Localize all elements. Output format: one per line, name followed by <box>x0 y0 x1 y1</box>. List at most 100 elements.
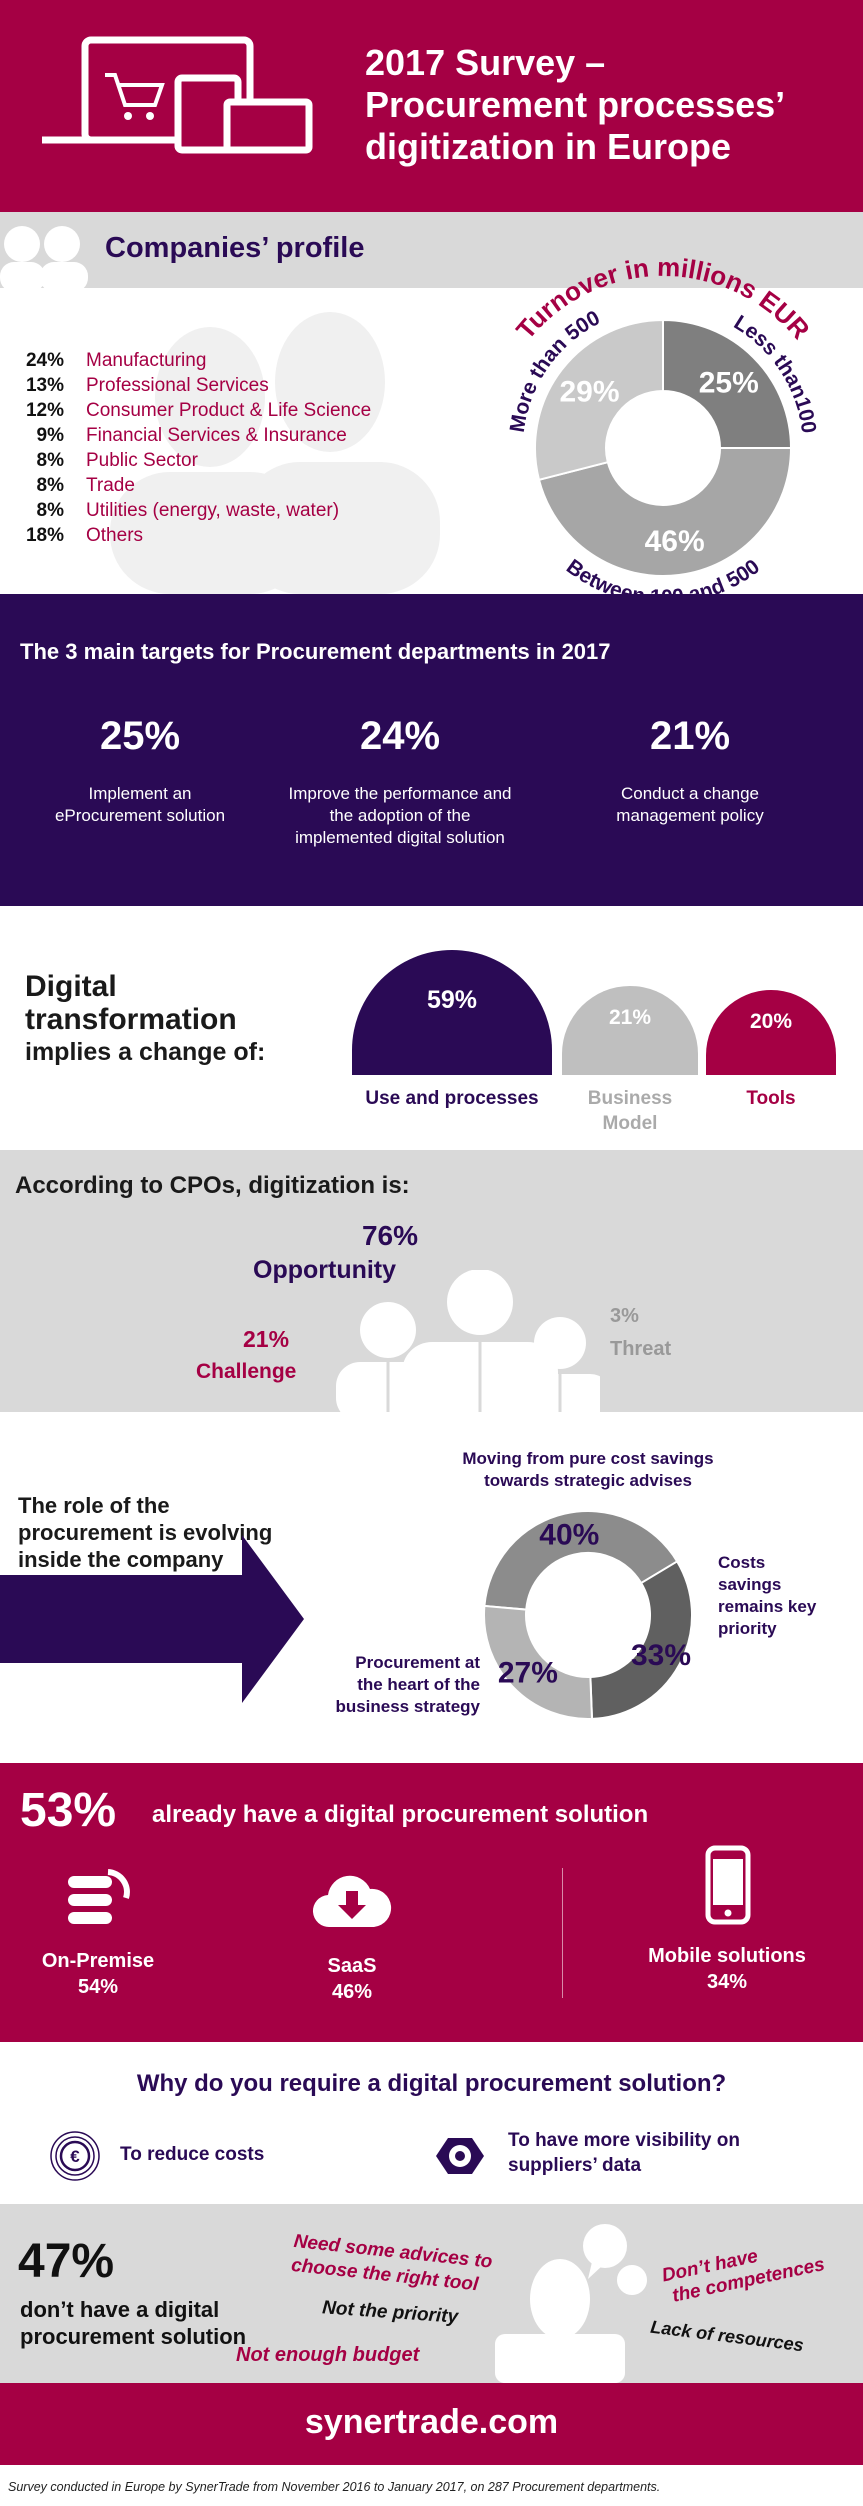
title-line: transformation <box>25 1003 237 1036</box>
title-line: inside the company <box>18 1547 224 1572</box>
why-section: Why do you require a digital procurement… <box>0 2042 863 2204</box>
text-line: don’t have a digital <box>20 2297 220 2322</box>
slice-label: 46% <box>645 525 705 558</box>
sector-list: 24% Manufacturing 13% Professional Services… <box>20 348 371 548</box>
challenge-pct: 21% <box>243 1326 290 1352</box>
donut-slice <box>589 1560 693 1720</box>
dome-label: Use and processes <box>365 1088 539 1109</box>
label-line: Procurement at <box>355 1653 480 1672</box>
dome-pct: 20% <box>749 1010 793 1033</box>
reason-advice: Need some advices to choose the right to… <box>290 2230 494 2299</box>
sector-label: Consumer Product & Life Science <box>86 400 372 421</box>
donut-slice <box>534 318 664 482</box>
sector-item: 8% Public Sector <box>20 448 371 473</box>
slice-label: 25% <box>699 367 759 400</box>
donut-slice <box>662 318 793 449</box>
not-have-text: don’t have a digital procurement solutio… <box>20 2296 246 2350</box>
svg-text:€: € <box>70 2147 80 2166</box>
label-line: the heart of the <box>357 1675 480 1694</box>
solution-type: Mobile solutions 34% <box>627 1943 827 1995</box>
slice-label: 33% <box>631 1639 691 1672</box>
target-item: 21% Conduct a change management policy <box>560 714 820 827</box>
sector-label: Utilities (energy, waste, water) <box>86 500 340 521</box>
section-title: The 3 main targets for Procurement depar… <box>20 639 611 664</box>
top-label: Moving from pure cost savings towards st… <box>378 1448 798 1492</box>
sector-item: 9% Financial Services & Insurance <box>20 423 371 448</box>
donut-slice <box>483 1510 679 1611</box>
role-donut-chart: 40% 33% 27% <box>483 1510 693 1720</box>
title-line: 2017 Survey – <box>365 42 606 83</box>
target-item: 24% Improve the performance and the adopt… <box>270 714 530 849</box>
have-solution-section: 53% already have a digital procurement s… <box>0 1763 863 2042</box>
title-line: procurement is evolving <box>18 1520 273 1545</box>
target-pct: 25% <box>99 714 181 758</box>
title-line: implies a change of: <box>25 1038 266 1066</box>
reason-budget: Not enough budget <box>236 2344 420 2366</box>
role-section: The role of the procurement is evolving … <box>0 1412 863 1763</box>
sector-pct: 9% <box>36 425 64 446</box>
target-pct: 21% <box>649 714 731 758</box>
not-have-pct: 47% <box>18 2235 115 2288</box>
person-speech-icon <box>495 2224 651 2383</box>
have-text: already have a digital procurement solut… <box>152 1801 649 1828</box>
label-line: savings <box>718 1575 782 1594</box>
opportunity-pct: 76% <box>361 1220 419 1251</box>
slice-label: 40% <box>539 1519 599 1552</box>
solution-pct: 54% <box>77 1976 119 1998</box>
share-dome: 20% <box>706 990 836 1075</box>
slice-label: 29% <box>559 375 619 408</box>
label-line: towards strategic advises <box>484 1471 692 1490</box>
footer: synertrade.com <box>0 2383 863 2465</box>
label-line: priority <box>718 1619 777 1638</box>
section-title: According to CPOs, digitization is: <box>15 1172 410 1199</box>
reason-reduce-costs: To reduce costs <box>120 2144 265 2165</box>
divider <box>562 1868 563 1998</box>
cloud-download-icon <box>312 1875 392 1928</box>
dome-pct: 21% <box>608 1006 652 1029</box>
sector-label: Trade <box>86 475 135 496</box>
reason-line: suppliers’ data <box>508 2155 642 2176</box>
title-line: Digital <box>25 970 117 1003</box>
sector-label: Financial Services & Insurance <box>86 425 347 446</box>
euro-coin-icon: € <box>50 2131 100 2181</box>
sector-pct: 8% <box>36 450 64 471</box>
dome-pct: 59% <box>426 986 478 1014</box>
label-line: Costs <box>718 1553 766 1572</box>
reason-line: To have more visibility on <box>508 2130 740 2151</box>
reason-competences: Don’t have the competences <box>660 2232 827 2309</box>
section-title: Why do you require a digital procurement… <box>136 2070 727 2097</box>
challenge-label: Challenge <box>196 1360 297 1383</box>
section-title: The role of the procurement is evolving … <box>18 1492 272 1573</box>
target-text: Conduct a change management policy <box>616 784 764 825</box>
dome-label: Tools <box>746 1088 796 1109</box>
title-line: Procurement processes’ <box>365 84 786 125</box>
title-line: The role of the <box>18 1493 170 1518</box>
opportunity-label: Opportunity <box>253 1256 397 1284</box>
share-dome: 21% <box>562 986 698 1075</box>
section-title: Digital transformation implies a change … <box>25 970 265 1069</box>
target-item: 25% Implement an eProcurement solution <box>10 714 270 827</box>
solution-type: On-Premise 54% <box>0 1948 198 2000</box>
label-line: business strategy <box>335 1697 480 1716</box>
eye-icon <box>436 2138 484 2174</box>
header: 2017 Survey – Procurement processes’ dig… <box>0 0 863 212</box>
server-icon <box>68 1869 130 1924</box>
page-title: 2017 Survey – Procurement processes’ dig… <box>365 42 785 168</box>
sector-item: 8% Trade <box>20 473 371 498</box>
people-icon <box>336 1270 600 1412</box>
site-link[interactable]: synertrade.com <box>304 2403 559 2441</box>
target-text: Implement an eProcurement solution <box>54 784 226 825</box>
solution-label: On-Premise <box>41 1950 155 1972</box>
sector-item: 13% Professional Services <box>20 373 371 398</box>
reason-visibility: To have more visibility on suppliers’ da… <box>508 2128 740 2178</box>
text-line: procurement solution <box>20 2324 247 2349</box>
right-label: Costs savings remains key priority <box>718 1552 816 1640</box>
solution-pct: 46% <box>331 1981 373 2003</box>
have-pct: 53% <box>20 1784 117 1837</box>
label-line: remains key <box>718 1597 817 1616</box>
sector-pct: 8% <box>36 500 64 521</box>
sector-item: 12% Consumer Product & Life Science <box>20 398 371 423</box>
label-line: Moving from pure cost savings <box>462 1449 714 1468</box>
solution-label: SaaS <box>327 1955 377 1977</box>
